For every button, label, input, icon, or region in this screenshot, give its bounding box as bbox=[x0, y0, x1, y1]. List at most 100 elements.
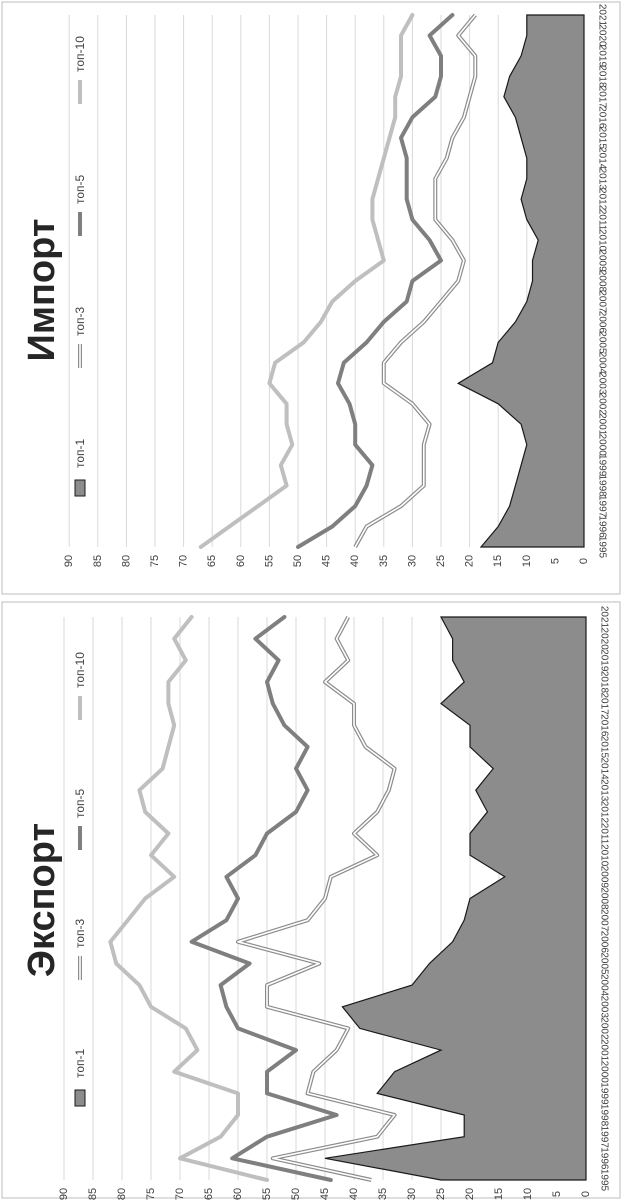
import-value-tick-label: 35 bbox=[378, 555, 390, 567]
import-year-tick-label: 2008 bbox=[597, 270, 608, 293]
export-legend-item: топ-5 bbox=[73, 788, 87, 850]
export-value-tick-label: 45 bbox=[319, 1188, 331, 1200]
export-year-tick-label: 2014 bbox=[599, 757, 610, 780]
export-value-tick-label: 30 bbox=[406, 1188, 418, 1200]
export-year-tick-label: 2007 bbox=[599, 909, 610, 932]
import-year-tick-label: 2014 bbox=[597, 147, 608, 170]
import-value-tick-label: 10 bbox=[521, 555, 533, 567]
import-value-tick-label: 45 bbox=[321, 555, 333, 567]
import-value-tick-label: 25 bbox=[435, 555, 447, 567]
import-year-tick-label: 2019 bbox=[597, 45, 608, 68]
import-series-топ5-line bbox=[296, 13, 455, 549]
export-value-tick-label: 20 bbox=[464, 1188, 476, 1200]
import-year-tick-label: 1998 bbox=[597, 474, 608, 497]
import-year-tick-label: 1997 bbox=[597, 495, 608, 518]
import-value-tick-label: 60 bbox=[235, 555, 247, 567]
export-value-tick-label: 80 bbox=[116, 1188, 128, 1200]
export-panel: 0 5 10 15 20 25 30 35 40 45 50 55 60 65 70 75 80 85 90 1995… bbox=[1, 601, 621, 1200]
import-value-tick-label: 15 bbox=[492, 555, 504, 567]
export-value-tick-label: 65 bbox=[203, 1188, 215, 1200]
export-value-tick-label: 55 bbox=[261, 1188, 273, 1200]
import-year-tick-label: 2018 bbox=[597, 65, 608, 88]
import-year-tick-label: 2005 bbox=[597, 331, 608, 354]
export-legend-item: топ-3 bbox=[73, 918, 87, 980]
export-value-tick-label: 15 bbox=[493, 1188, 505, 1200]
import-value-tick-label: 5 bbox=[549, 558, 561, 564]
export-year-tick-label: 2016 bbox=[599, 714, 610, 737]
export-year-tick-label: 2013 bbox=[599, 779, 610, 802]
import-year-tick-label: 1999 bbox=[597, 454, 608, 477]
export-year-tick-label: 2005 bbox=[599, 952, 610, 975]
import-panel: 0 5 10 15 20 25 30 35 40 45 50 55 60 65 70 75 80 85 90 1995… bbox=[1, 1, 621, 595]
import-year-tick-label: 2004 bbox=[597, 352, 608, 375]
export-year-tick-label: 2010 bbox=[599, 844, 610, 867]
import-year-tick-label: 2003 bbox=[597, 372, 608, 395]
import-value-tick-label: 65 bbox=[206, 555, 218, 567]
import-year-tick-label: 2001 bbox=[597, 413, 608, 436]
export-year-tick-label: 1997 bbox=[599, 1126, 610, 1149]
import-legend-item: топ-5 bbox=[73, 174, 87, 236]
legend-label: топ-10 bbox=[73, 652, 87, 688]
export-year-tick-label: 2019 bbox=[599, 649, 610, 672]
legend-label: топ-5 bbox=[73, 788, 87, 818]
import-value-tick-label: 50 bbox=[292, 555, 304, 567]
export-title: Экспорт bbox=[21, 823, 63, 977]
export-year-tick-label: 2006 bbox=[599, 931, 610, 954]
export-series-топ10-line bbox=[108, 615, 269, 1182]
legend-label: топ-10 bbox=[73, 36, 87, 72]
import-value-tick-label: 30 bbox=[406, 555, 418, 567]
import-year-tick-label: 1995 bbox=[597, 536, 608, 559]
export-value-tick-label: 50 bbox=[290, 1188, 302, 1200]
import-legend-item: топ-3 bbox=[73, 306, 87, 368]
export-year-tick-label: 2017 bbox=[599, 692, 610, 715]
export-value-tick-label: 90 bbox=[58, 1188, 70, 1200]
export-value-tick-label: 70 bbox=[174, 1188, 186, 1200]
legend-label: топ-1 bbox=[73, 1048, 87, 1078]
import-series-топ10-line bbox=[198, 13, 415, 549]
export-series-топ5-line bbox=[189, 615, 339, 1182]
export-year-tick-label: 2012 bbox=[599, 801, 610, 824]
export-year-tick-label: 2021 bbox=[599, 606, 610, 629]
export-value-tick-label: 35 bbox=[377, 1188, 389, 1200]
export-value-tick-label: 60 bbox=[232, 1188, 244, 1200]
export-year-tick-label: 1996 bbox=[599, 1147, 610, 1170]
import-year-tick-label: 2010 bbox=[597, 229, 608, 252]
import-year-tick-label: 1996 bbox=[597, 515, 608, 538]
export-value-tick-label: 10 bbox=[522, 1188, 534, 1200]
export-year-tick-label: 2020 bbox=[599, 628, 610, 651]
import-value-tick-label: 85 bbox=[92, 555, 104, 567]
import-year-tick-label: 2017 bbox=[597, 86, 608, 109]
export-value-tick-label: 40 bbox=[348, 1188, 360, 1200]
legend-label: топ-3 bbox=[73, 306, 87, 336]
import-year-tick-label: 2021 bbox=[597, 4, 608, 27]
export-value-tick-label: 25 bbox=[435, 1188, 447, 1200]
export-year-tick-label: 2008 bbox=[599, 887, 610, 910]
import-series-топ1-area bbox=[456, 14, 585, 548]
export-year-tick-label: 2001 bbox=[599, 1039, 610, 1062]
import-legend-item: топ-10 bbox=[73, 36, 87, 104]
export-year-tick-label: 2002 bbox=[599, 1017, 610, 1040]
export-year-tick-label: 2009 bbox=[599, 866, 610, 889]
export-year-tick-label: 1998 bbox=[599, 1104, 610, 1127]
import-value-tick-label: 0 bbox=[578, 558, 590, 564]
import-series-топ3-line bbox=[353, 13, 478, 548]
import-year-tick-label: 2002 bbox=[597, 393, 608, 416]
import-year-tick-label: 2016 bbox=[597, 106, 608, 129]
import-year-tick-label: 2009 bbox=[597, 249, 608, 272]
import-year-tick-label: 2012 bbox=[597, 188, 608, 211]
import-year-tick-label: 2011 bbox=[597, 209, 608, 231]
export-year-tick-label: 2004 bbox=[599, 974, 610, 997]
import-value-tick-label: 40 bbox=[349, 555, 361, 567]
import-year-tick-label: 2020 bbox=[597, 24, 608, 47]
export-legend-item: топ-10 bbox=[73, 652, 87, 720]
legend-swatch-area bbox=[74, 1089, 86, 1107]
legend-swatch-area bbox=[74, 479, 86, 497]
import-value-tick-label: 75 bbox=[149, 555, 161, 567]
import-value-tick-label: 55 bbox=[263, 555, 275, 567]
import-year-tick-label: 2013 bbox=[597, 168, 608, 191]
legend-label: топ-5 bbox=[73, 174, 87, 204]
import-year-tick-label: 2015 bbox=[597, 127, 608, 150]
export-series-топ3-line bbox=[236, 616, 397, 1182]
export-year-tick-label: 1995 bbox=[599, 1169, 610, 1192]
